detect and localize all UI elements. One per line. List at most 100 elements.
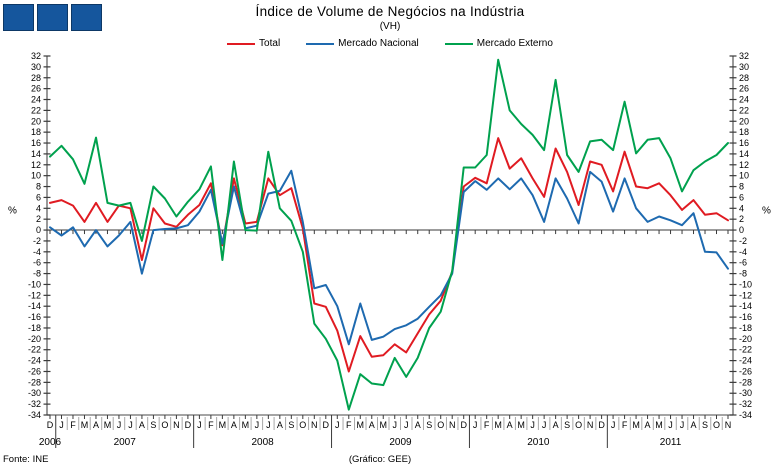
y-tick-label-left: 6 (36, 192, 41, 202)
month-label: A (139, 420, 145, 430)
y-tick-label-right: -32 (739, 399, 752, 409)
y-tick-label-right: 4 (739, 203, 744, 213)
y-tick-label-right: -28 (739, 377, 752, 387)
month-label: O (299, 420, 306, 430)
month-label: A (507, 420, 513, 430)
logo (3, 4, 102, 31)
y-tick-label-left: 0 (36, 225, 41, 235)
year-label: 2009 (389, 437, 412, 448)
month-label: D (323, 420, 330, 430)
month-label: M (655, 420, 663, 430)
chart-legend: Total Mercado Nacional Mercado Externo (0, 38, 780, 49)
month-label: M (81, 420, 89, 430)
legend-swatch-mercado-nacional (306, 42, 335, 45)
month-label: O (713, 420, 720, 430)
y-tick-label-right: 12 (739, 160, 749, 170)
legend-item-mercado-nacional: Mercado Nacional (306, 38, 419, 49)
y-tick-label-right: 28 (739, 73, 749, 83)
month-label: M (242, 420, 250, 430)
y-tick-label-right: -4 (739, 247, 747, 257)
month-label: F (70, 420, 76, 430)
y-tick-label-right: -2 (739, 236, 747, 246)
y-tick-label-left: -20 (28, 334, 41, 344)
y-tick-label-right: 2 (739, 214, 744, 224)
y-tick-label-left: -4 (33, 247, 41, 257)
y-tick-label-left: 4 (36, 203, 41, 213)
y-tick-label-left: 10 (31, 171, 41, 181)
month-label: D (460, 420, 467, 430)
month-label: A (277, 420, 283, 430)
y-tick-label-right: -6 (739, 258, 747, 268)
page-subtitle: (VH) (379, 21, 401, 32)
y-tick-label-left: -24 (28, 356, 41, 366)
y-axis-unit-left: % (8, 206, 17, 217)
source-note: Fonte: INE (3, 454, 49, 465)
month-label: F (484, 420, 490, 430)
month-label: N (587, 420, 594, 430)
series-line-mercado-externo (49, 58, 729, 411)
page-title: Índice de Volume de Negócios na Indústri… (255, 4, 525, 19)
legend-label: Mercado Nacional (338, 38, 419, 49)
month-label: S (150, 420, 156, 430)
y-tick-label-right: -24 (739, 356, 752, 366)
y-tick-label-right: -14 (739, 301, 752, 311)
month-label: M (357, 420, 365, 430)
month-label: M (104, 420, 112, 430)
month-label: J (255, 420, 260, 430)
month-label: M (632, 420, 640, 430)
y-tick-label-left: 28 (31, 73, 41, 83)
y-tick-label-right: 24 (739, 95, 749, 105)
month-label: J (542, 420, 547, 430)
month-label: M (380, 420, 388, 430)
month-label: J (197, 420, 202, 430)
month-label: J (59, 420, 64, 430)
y-tick-label-left: 32 (31, 51, 41, 61)
month-label: S (702, 420, 708, 430)
month-label: A (93, 420, 99, 430)
y-tick-label-left: -16 (28, 312, 41, 322)
y-tick-label-right: -18 (739, 323, 752, 333)
y-tick-label-left: -22 (28, 345, 41, 355)
month-label: J (530, 420, 535, 430)
month-label: A (231, 420, 237, 430)
y-tick-label-right: 22 (739, 105, 749, 115)
y-tick-label-right: 16 (739, 138, 749, 148)
y-tick-label-left: -10 (28, 279, 41, 289)
y-tick-label-right: 26 (739, 84, 749, 94)
y-tick-label-left: 16 (31, 138, 41, 148)
month-label: A (645, 420, 651, 430)
month-label: J (404, 420, 409, 430)
month-label: A (369, 420, 375, 430)
y-tick-label-right: 10 (739, 171, 749, 181)
month-label: O (575, 420, 582, 430)
y-tick-label-right: 18 (739, 127, 749, 137)
month-label: N (449, 420, 456, 430)
month-label: J (680, 420, 685, 430)
logo-square (71, 4, 102, 31)
month-label: N (311, 420, 318, 430)
y-tick-label-right: 30 (739, 62, 749, 72)
month-label: A (415, 420, 421, 430)
y-tick-label-right: 14 (739, 149, 749, 159)
year-label: 2008 (251, 437, 274, 448)
month-label: F (622, 420, 628, 430)
y-axis-unit-right: % (762, 206, 771, 217)
month-label: J (668, 420, 673, 430)
y-tick-label-left: 14 (31, 149, 41, 159)
month-label: D (185, 420, 192, 430)
logo-square (3, 4, 34, 31)
year-label: 2010 (527, 437, 550, 448)
month-label: J (117, 420, 122, 430)
year-label: 2011 (660, 437, 682, 448)
y-tick-label-right: 20 (739, 116, 749, 126)
legend-swatch-mercado-externo (444, 42, 473, 45)
y-tick-label-right: 6 (739, 192, 744, 202)
month-label: N (173, 420, 180, 430)
month-label: S (288, 420, 294, 430)
y-tick-label-right: -8 (739, 269, 747, 279)
month-label: F (346, 420, 352, 430)
y-tick-label-left: 18 (31, 127, 41, 137)
y-tick-label-right: -20 (739, 334, 752, 344)
